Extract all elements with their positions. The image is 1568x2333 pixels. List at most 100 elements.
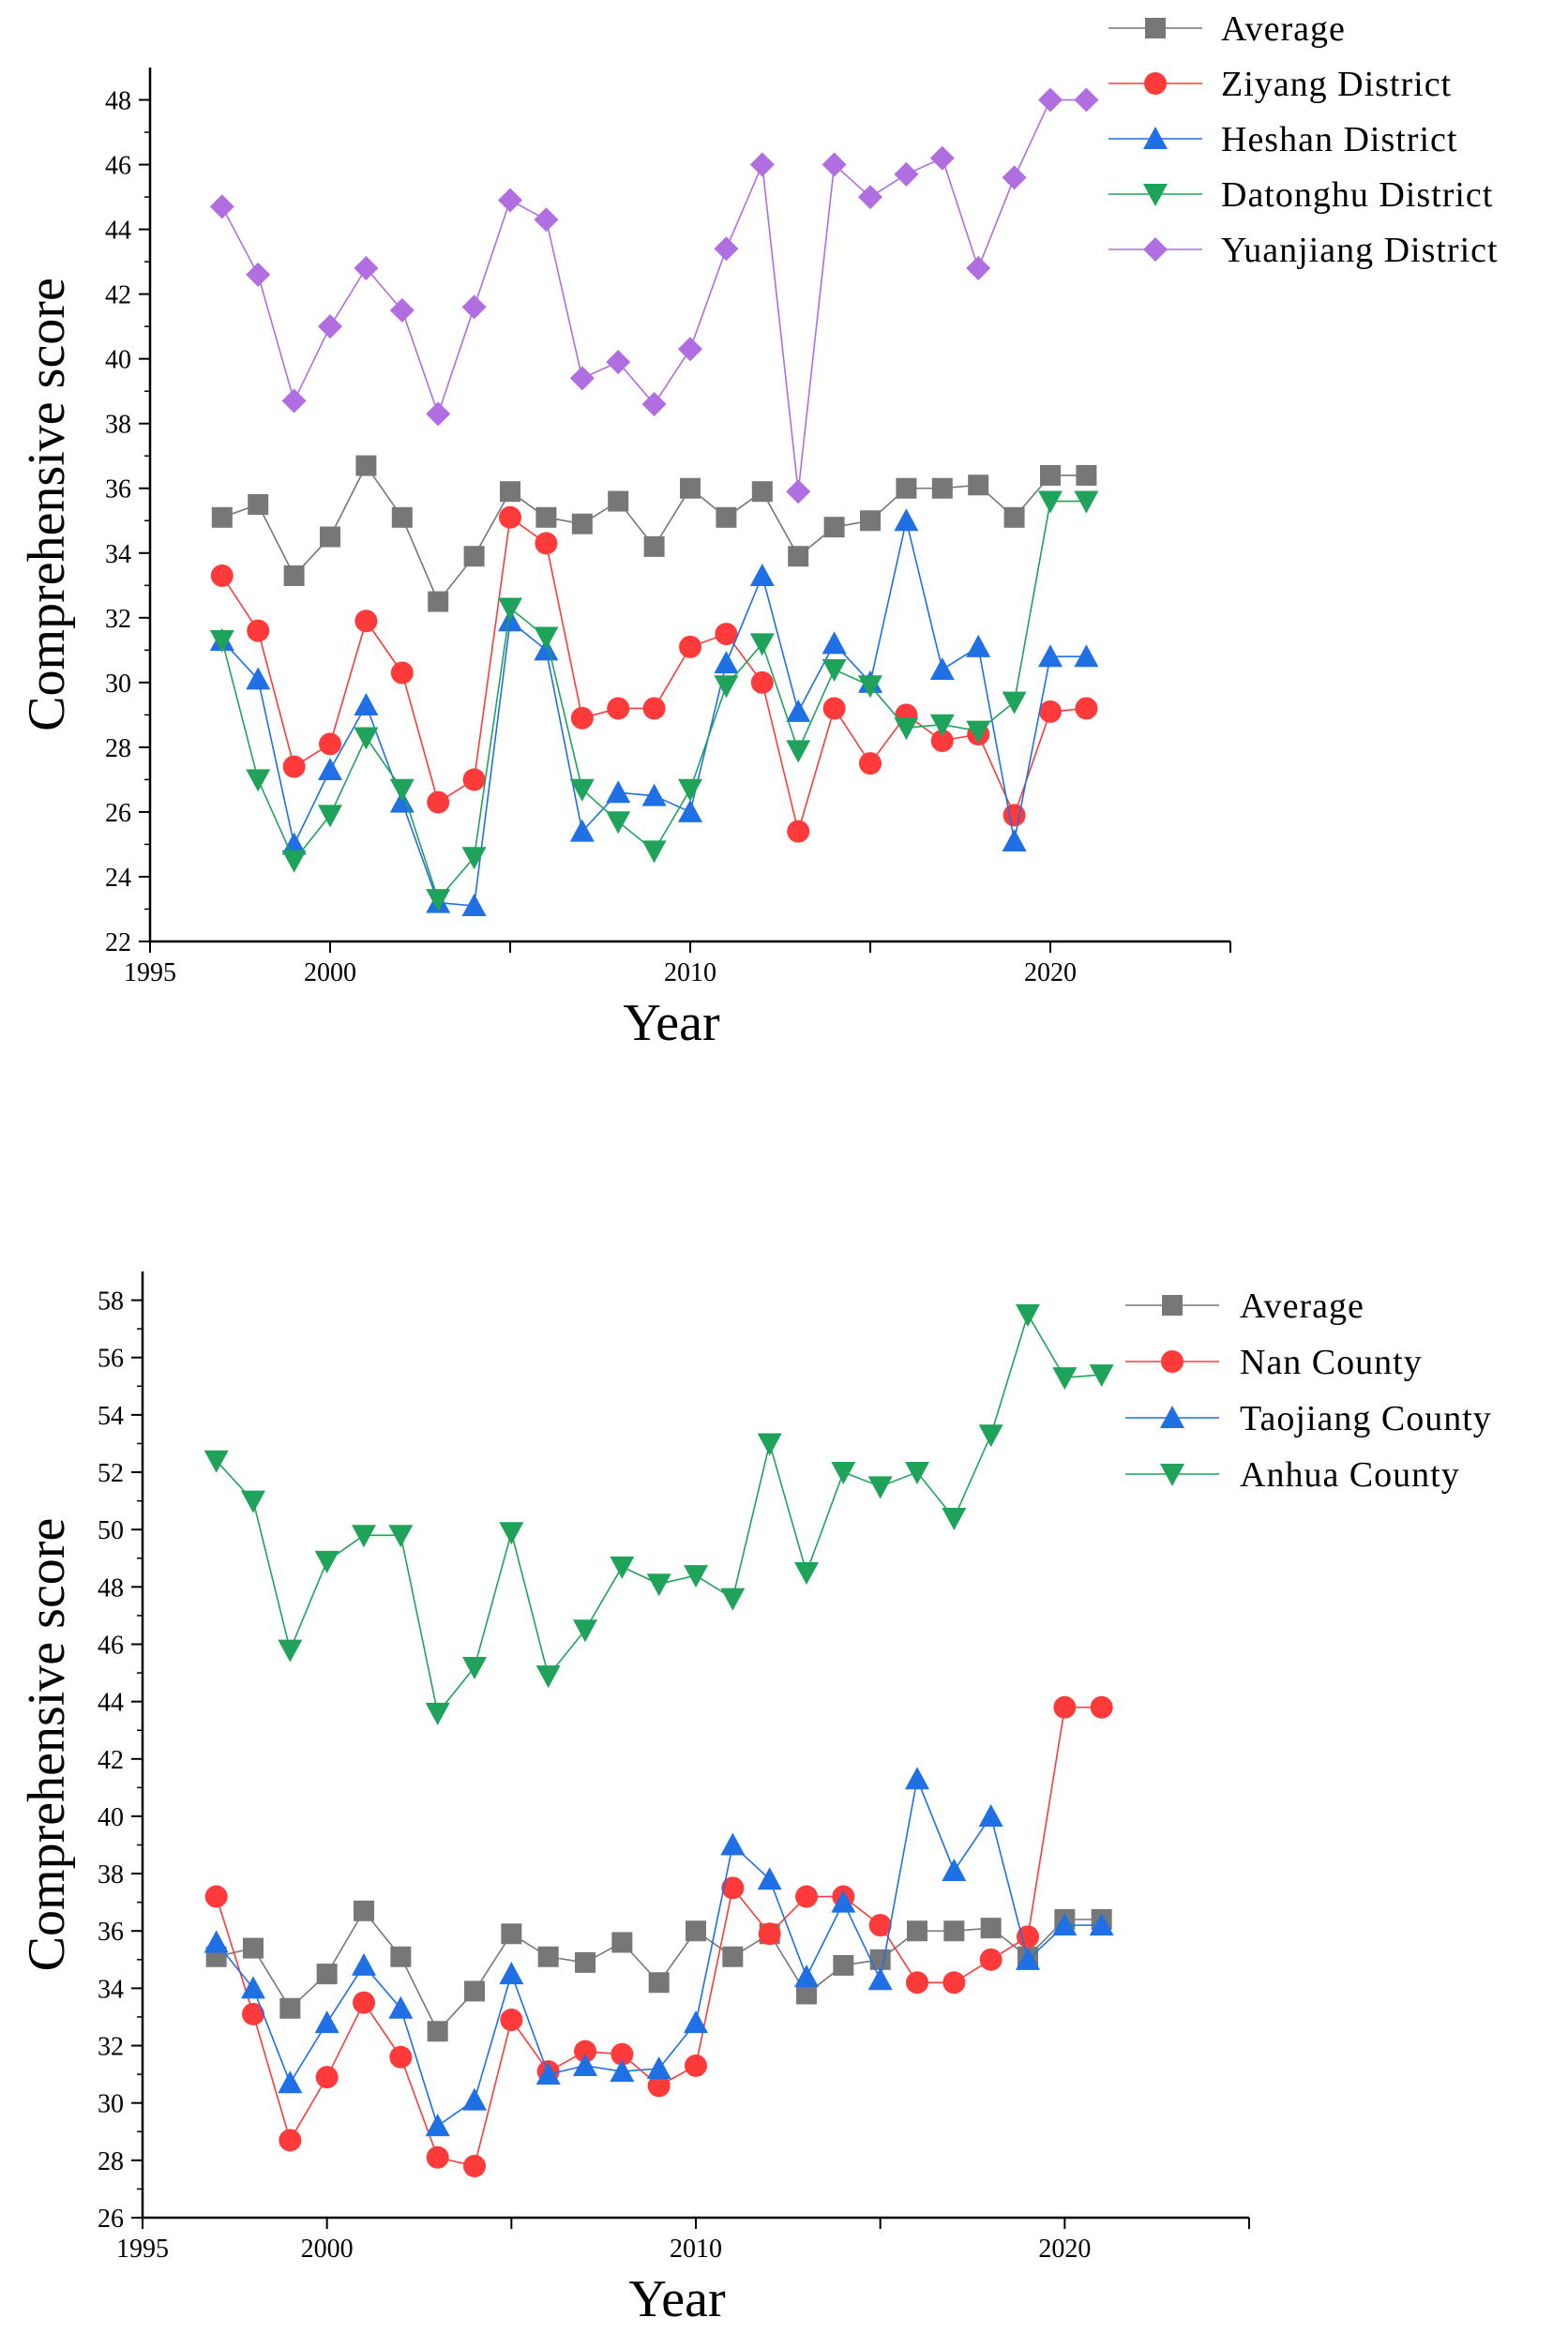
data-point — [352, 1525, 376, 1548]
data-point — [241, 1976, 265, 1999]
data-point — [643, 535, 665, 557]
data-point — [679, 635, 701, 658]
data-point — [794, 1562, 819, 1586]
legend-label: Heshan District — [1221, 120, 1457, 159]
legend-label: Taojiang County — [1240, 1399, 1492, 1438]
data-point — [499, 505, 521, 529]
data-point — [795, 1885, 818, 1908]
data-point — [929, 714, 955, 737]
y-tick-label: 22 — [105, 928, 131, 957]
x-tick-label: 2010 — [664, 958, 716, 987]
data-point — [905, 1462, 929, 1485]
data-point — [1075, 697, 1098, 720]
data-point — [391, 506, 413, 528]
data-point — [680, 477, 701, 499]
data-point — [1039, 700, 1062, 723]
data-point — [894, 717, 919, 741]
legend: Average Nan County Taojiang County Anhua Co… — [1125, 1287, 1492, 1495]
data-point — [716, 506, 737, 528]
data-point — [210, 564, 234, 587]
data-point — [979, 1948, 1003, 1971]
data-point — [1002, 828, 1027, 851]
data-point — [822, 631, 847, 655]
data-point — [894, 161, 919, 187]
data-point — [316, 1964, 338, 1985]
data-point — [749, 152, 775, 177]
data-point — [858, 675, 882, 699]
data-point — [787, 820, 810, 843]
data-point — [610, 1556, 635, 1579]
data-point — [278, 2070, 303, 2094]
data-point — [319, 732, 341, 756]
data-point — [388, 1525, 414, 1548]
data-point — [720, 1832, 746, 1856]
data-point — [786, 479, 811, 504]
data-point — [1074, 644, 1099, 668]
data-point — [279, 2129, 302, 2152]
data-point — [757, 1433, 782, 1456]
data-point — [428, 591, 449, 612]
data-point — [966, 720, 991, 744]
data-point — [461, 847, 487, 870]
series-heshan-district — [209, 508, 1099, 917]
data-point — [246, 769, 271, 792]
data-point — [869, 1949, 891, 1970]
data-point — [749, 563, 775, 586]
data-point — [353, 1991, 375, 2014]
data-point — [786, 740, 811, 763]
legend-item-average: Average — [1108, 9, 1345, 49]
data-point — [426, 401, 451, 427]
legend-marker — [1145, 18, 1166, 38]
data-point — [389, 297, 415, 323]
data-point — [721, 1876, 745, 1900]
data-point — [906, 1971, 928, 1994]
data-point — [211, 506, 233, 528]
data-point — [833, 1954, 854, 1976]
data-point — [282, 755, 306, 778]
data-point — [242, 2002, 264, 2025]
data-point — [942, 1971, 966, 1994]
data-point — [749, 633, 775, 656]
data-point — [606, 811, 631, 835]
data-point — [569, 778, 595, 802]
data-point — [463, 546, 485, 567]
data-point — [462, 1656, 487, 1679]
x-axis-title: Year — [628, 2270, 726, 2328]
data-point — [279, 1997, 301, 2019]
legend-label: Anhua County — [1240, 1455, 1460, 1495]
y-tick-label: 46 — [105, 152, 131, 181]
series-average — [211, 455, 1097, 612]
y-tick-label: 44 — [105, 217, 131, 246]
y-tick-label: 32 — [98, 2033, 124, 2062]
series-line — [216, 1312, 1102, 1715]
data-point — [500, 2009, 523, 2032]
data-point — [646, 2056, 671, 2080]
data-point — [1074, 490, 1099, 514]
y-tick-label: 28 — [105, 734, 131, 763]
data-point — [1074, 87, 1099, 113]
data-point — [1089, 1364, 1114, 1388]
data-point — [204, 1450, 229, 1473]
data-point — [1016, 1947, 1040, 1970]
data-point — [867, 1476, 893, 1499]
data-point — [500, 481, 520, 503]
x-tick-label: 2010 — [670, 2235, 722, 2264]
data-point — [751, 481, 773, 503]
data-point — [714, 236, 739, 262]
legend-item-average: Average — [1125, 1287, 1364, 1326]
y-tick-label: 50 — [98, 1516, 124, 1545]
data-point — [426, 889, 451, 912]
legend-item-heshan-district: Heshan District — [1108, 120, 1457, 159]
data-point — [831, 1462, 856, 1485]
data-point — [535, 2062, 561, 2085]
data-point — [537, 1946, 559, 1967]
data-point — [281, 850, 307, 873]
data-point — [794, 1964, 819, 1988]
data-point — [822, 697, 846, 720]
data-point — [720, 1588, 746, 1611]
x-tick-label: 2020 — [1024, 958, 1077, 987]
data-point — [894, 508, 919, 532]
data-point — [715, 623, 738, 646]
y-tick-label: 42 — [105, 281, 131, 310]
